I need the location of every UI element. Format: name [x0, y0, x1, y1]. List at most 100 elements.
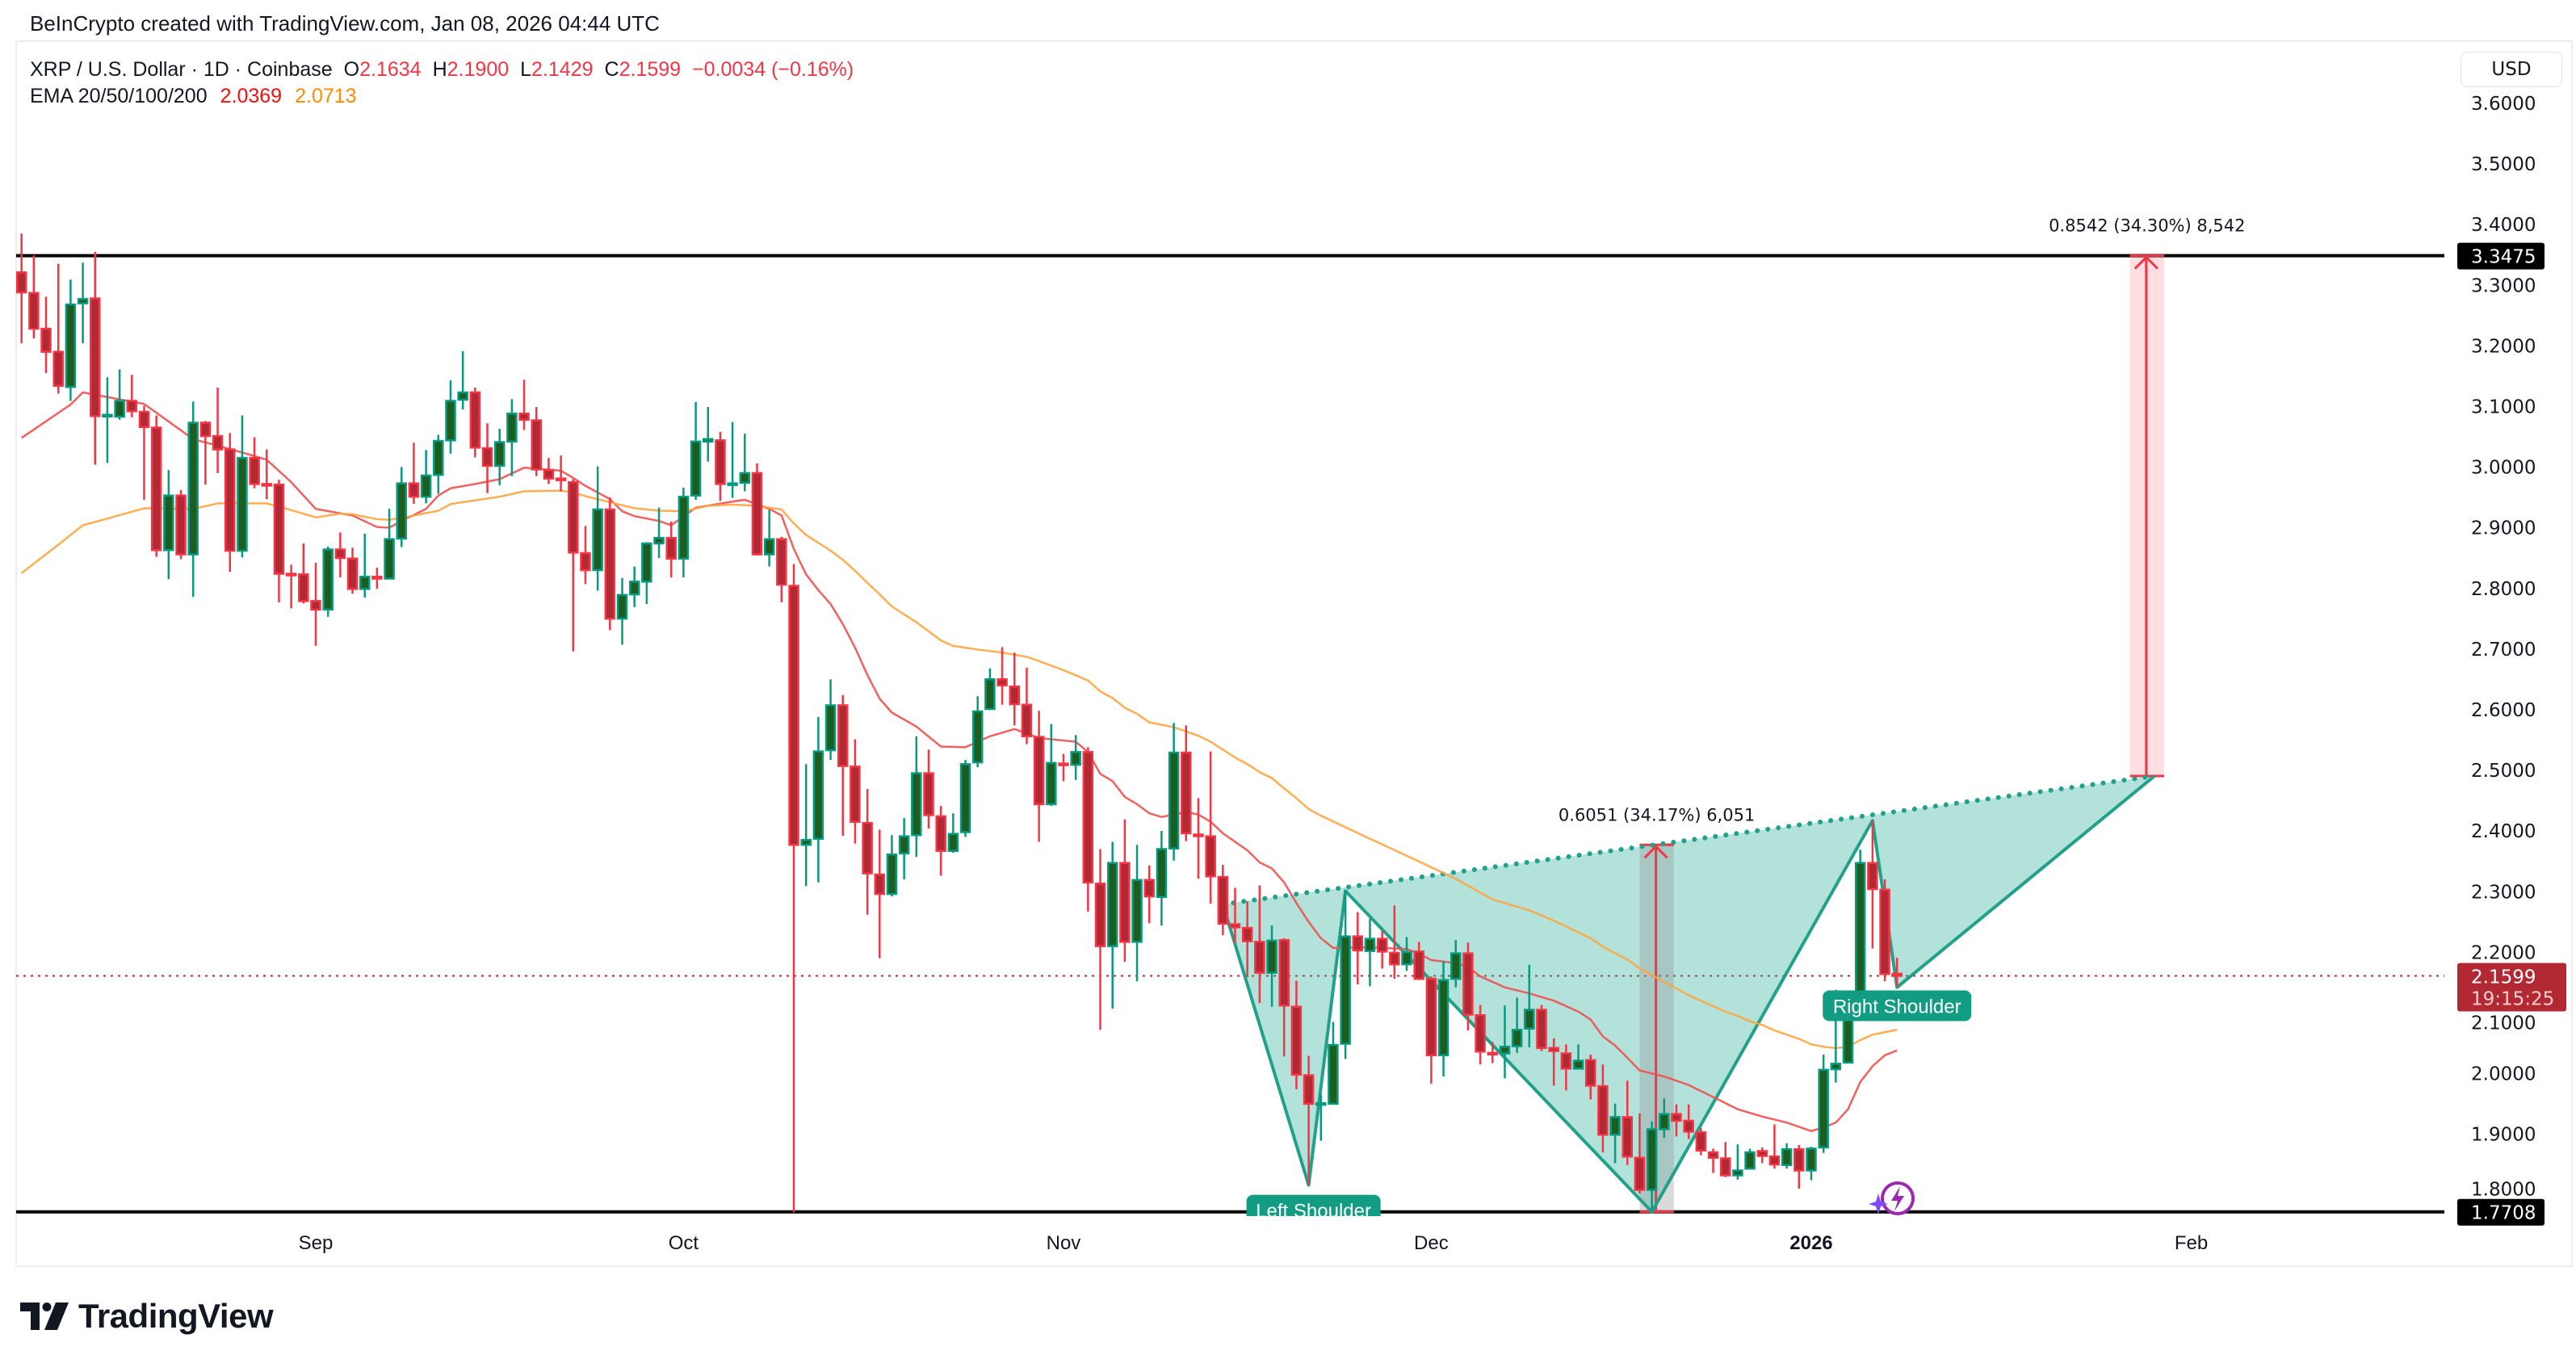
- candle-down[interactable]: [1119, 819, 1131, 963]
- candle-down[interactable]: [334, 532, 346, 578]
- candle-down[interactable]: [1033, 711, 1045, 842]
- candle-down[interactable]: [1143, 865, 1155, 924]
- candle-down[interactable]: [1634, 1113, 1646, 1194]
- candle-up[interactable]: [457, 350, 468, 410]
- candle-up[interactable]: [1340, 891, 1351, 1059]
- candle-up[interactable]: [1156, 830, 1168, 926]
- candle-up[interactable]: [1401, 937, 1412, 971]
- candle-up[interactable]: [1437, 961, 1450, 1077]
- candle-down[interactable]: [1671, 1104, 1682, 1137]
- candle-up[interactable]: [1070, 735, 1081, 780]
- candle-down[interactable]: [996, 647, 1008, 705]
- candle-down[interactable]: [224, 433, 236, 573]
- candle-up[interactable]: [359, 533, 371, 598]
- candle-up[interactable]: [653, 507, 665, 559]
- candle-down[interactable]: [1082, 747, 1094, 912]
- candle-up[interactable]: [727, 422, 738, 498]
- candle-down[interactable]: [1560, 1044, 1572, 1091]
- candle-down[interactable]: [935, 806, 946, 876]
- candle-down[interactable]: [604, 497, 616, 631]
- candle-up[interactable]: [1744, 1148, 1756, 1170]
- candle-down[interactable]: [1278, 938, 1290, 1057]
- candle-down[interactable]: [837, 694, 849, 836]
- candle-up[interactable]: [1646, 1121, 1658, 1212]
- candle-down[interactable]: [1475, 1005, 1486, 1065]
- plot-area[interactable]: 0.6051 (34.17%) 6,051 0.8542 (34.30%) 8,5…: [16, 216, 2444, 1226]
- candle-up[interactable]: [114, 369, 125, 420]
- candle-up[interactable]: [1364, 918, 1376, 987]
- candle-down[interactable]: [346, 547, 359, 594]
- currency-button[interactable]: USD: [2461, 52, 2562, 87]
- candle-up[interactable]: [703, 407, 714, 462]
- candle-down[interactable]: [1389, 905, 1400, 980]
- candle-up[interactable]: [678, 487, 690, 578]
- candle-down[interactable]: [16, 233, 27, 344]
- candle-down[interactable]: [138, 405, 150, 500]
- candle-down[interactable]: [874, 829, 886, 959]
- candle-down[interactable]: [850, 739, 861, 844]
- candle-down[interactable]: [1719, 1142, 1731, 1177]
- pattern-label-box[interactable]: [1823, 990, 1972, 1021]
- candle-down[interactable]: [199, 421, 212, 485]
- candle-up[interactable]: [163, 470, 174, 580]
- candle-up[interactable]: [1511, 997, 1523, 1053]
- candle-down[interactable]: [1425, 976, 1437, 1084]
- candle-up[interactable]: [1106, 841, 1118, 1009]
- candle-up[interactable]: [812, 716, 824, 883]
- candle-down[interactable]: [1021, 667, 1033, 745]
- candle-down[interactable]: [52, 263, 64, 394]
- candle-down[interactable]: [518, 380, 530, 430]
- ema-indicator-title[interactable]: EMA 20/50/100/200: [30, 85, 208, 107]
- candle-up[interactable]: [800, 764, 812, 887]
- candle-down[interactable]: [261, 449, 273, 500]
- candle-up[interactable]: [1450, 940, 1462, 988]
- candle-up[interactable]: [187, 401, 199, 598]
- candle-up[interactable]: [1609, 1103, 1621, 1164]
- candle-down[interactable]: [555, 455, 567, 492]
- candle-up[interactable]: [690, 401, 702, 500]
- candle-up[interactable]: [628, 566, 640, 607]
- candle-down[interactable]: [862, 789, 873, 915]
- candle-up[interactable]: [506, 399, 518, 476]
- candle-down[interactable]: [1193, 798, 1204, 879]
- lightning-alert-icon[interactable]: [1869, 1181, 1915, 1215]
- candle-down[interactable]: [1597, 1064, 1609, 1152]
- candle-up[interactable]: [911, 736, 922, 858]
- candle-up[interactable]: [1572, 1044, 1584, 1070]
- candle-down[interactable]: [90, 251, 101, 465]
- candle-down[interactable]: [1181, 725, 1192, 841]
- candle-up[interactable]: [396, 467, 408, 547]
- candle-up[interactable]: [641, 542, 652, 605]
- candle-down[interactable]: [1303, 1055, 1315, 1185]
- candle-up[interactable]: [1266, 925, 1278, 1007]
- candle-up[interactable]: [1659, 1098, 1670, 1138]
- candle-down[interactable]: [580, 526, 591, 585]
- candle-up[interactable]: [322, 546, 334, 617]
- candle-up[interactable]: [1806, 1147, 1817, 1181]
- candle-down[interactable]: [1584, 1055, 1596, 1100]
- candle-up[interactable]: [433, 434, 444, 494]
- candle-down[interactable]: [531, 407, 542, 476]
- candle-down[interactable]: [1867, 820, 1878, 949]
- candle-down[interactable]: [310, 563, 321, 646]
- candle-down[interactable]: [788, 564, 799, 1213]
- candle-up[interactable]: [1328, 1021, 1339, 1105]
- candle-down[interactable]: [1879, 879, 1890, 982]
- candle-down[interactable]: [126, 375, 138, 417]
- candle-up[interactable]: [445, 380, 456, 454]
- candle-down[interactable]: [1462, 942, 1474, 1031]
- candle-down[interactable]: [1413, 942, 1424, 980]
- candle-down[interactable]: [1254, 885, 1265, 1004]
- candle-down[interactable]: [1290, 980, 1303, 1089]
- candle-down[interactable]: [1707, 1148, 1719, 1173]
- candle-down[interactable]: [285, 564, 297, 609]
- candle-down[interactable]: [1058, 753, 1069, 782]
- candle-up[interactable]: [1315, 1094, 1327, 1141]
- candle-down[interactable]: [776, 536, 787, 602]
- candle-down[interactable]: [273, 480, 285, 602]
- candle-up[interactable]: [886, 835, 898, 897]
- candle-down[interactable]: [212, 387, 224, 473]
- candle-down[interactable]: [543, 458, 555, 485]
- candle-down[interactable]: [1205, 751, 1216, 904]
